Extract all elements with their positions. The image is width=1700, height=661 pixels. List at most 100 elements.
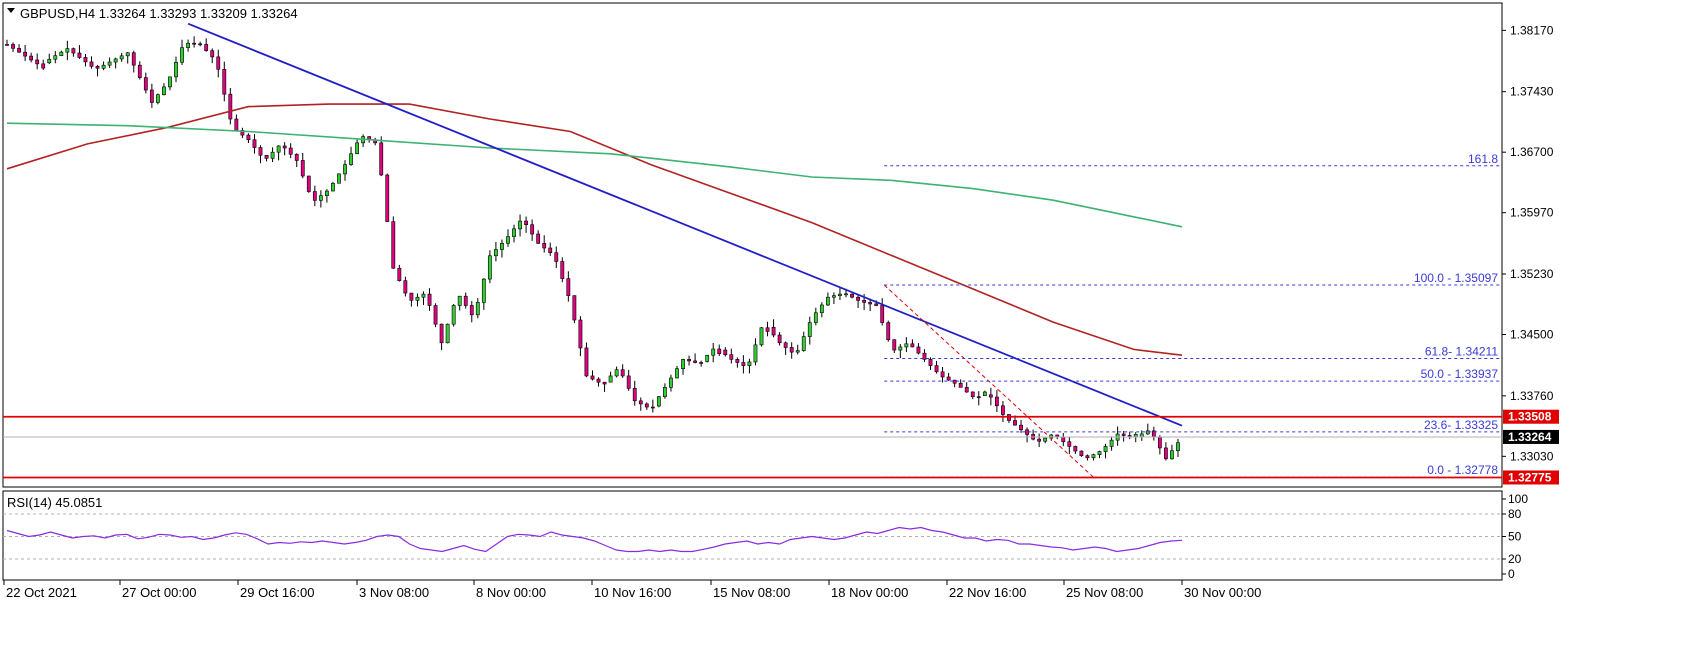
fib-level-label: 100.0 - 1.35097: [1414, 271, 1498, 285]
candle-body: [964, 387, 969, 393]
candle-body: [210, 50, 215, 58]
candle-body: [494, 249, 498, 257]
candle-body: [880, 305, 885, 323]
candle-body: [729, 354, 734, 360]
candle-body: [264, 154, 269, 159]
candle-body: [765, 327, 770, 332]
x-axis-tick-label: 15 Nov 08:00: [713, 585, 790, 600]
candle-body: [952, 379, 957, 384]
candle-body: [844, 293, 848, 296]
x-axis-tick-label: 10 Nov 16:00: [594, 585, 671, 600]
price-tag-label: 1.32775: [1508, 470, 1552, 484]
candle-body: [874, 303, 879, 306]
candle-body: [59, 51, 64, 56]
rsi-line: [6, 526, 1183, 553]
candle-body: [626, 375, 631, 389]
main-pane: 161.8 100.0 - 1.35097 61.8- 1.34211 50.0 - …: [3, 22, 1502, 479]
candle-body: [1157, 436, 1162, 449]
candle-body: [481, 278, 486, 303]
candle-body: [325, 190, 329, 196]
candle-body: [699, 362, 704, 364]
candle-body: [1019, 424, 1023, 431]
candle-body: [693, 360, 697, 363]
symbol-header: GBPUSD,H4 1.33264 1.33293 1.33209 1.3326…: [20, 6, 298, 21]
candle-body: [409, 292, 414, 301]
candle-body: [65, 48, 70, 53]
candle-body: [548, 247, 553, 253]
candle-body: [1067, 441, 1072, 447]
price-tag-label: 1.33508: [1508, 410, 1552, 424]
candle-body: [439, 323, 444, 344]
candle-body: [572, 295, 577, 321]
candle-body: [638, 400, 643, 405]
candle-body: [1103, 446, 1108, 452]
fib-level-label: 50.0 - 1.33937: [1421, 367, 1499, 381]
price-tag: [1503, 409, 1559, 424]
rsi-pane: [3, 513, 1502, 560]
candle-body: [970, 391, 975, 397]
candle-body: [536, 233, 541, 244]
candle-body: [687, 359, 691, 362]
rsi-header: RSI(14) 45.0851: [7, 495, 102, 510]
candle-body: [656, 396, 661, 407]
candle-body: [288, 147, 293, 155]
candle-body: [331, 182, 335, 192]
candle-body: [391, 221, 396, 269]
candle-body: [838, 293, 842, 296]
candle-body: [500, 243, 504, 250]
candle-body: [131, 52, 136, 66]
candle-body: [216, 56, 221, 70]
y-axis-tick-label: 1.35970: [1510, 206, 1554, 220]
candle-body: [1043, 437, 1048, 442]
fib-level-label: 0.0 - 1.32778: [1427, 463, 1498, 477]
candle-body: [282, 145, 287, 149]
candle-body: [578, 319, 583, 349]
candle-body: [614, 369, 619, 377]
candle-body: [1073, 446, 1078, 452]
rsi-axis-tick-label: 0: [1508, 567, 1515, 581]
candle-body: [705, 354, 710, 362]
candle-body: [89, 61, 94, 67]
candle-body: [318, 195, 323, 201]
candle-body: [832, 295, 836, 298]
candle-body: [41, 63, 46, 69]
candle-body: [379, 142, 384, 176]
x-axis-tick-label: 22 Oct 2021: [6, 585, 77, 600]
collapse-triangle-icon[interactable]: [7, 8, 15, 13]
candle-body: [469, 305, 474, 316]
candle-body: [934, 365, 939, 373]
rsi-axis-tick-label: 80: [1508, 507, 1522, 521]
candle-body: [807, 322, 812, 337]
candle-body: [892, 339, 897, 351]
x-axis-tick-label: 3 Nov 08:00: [359, 585, 429, 600]
candle-body: [137, 64, 142, 78]
candle-body: [312, 191, 317, 201]
candle-body: [904, 343, 909, 348]
candle-body: [723, 349, 728, 356]
fib-level-label: 23.6- 1.33325: [1424, 418, 1498, 432]
candle-body: [11, 44, 15, 49]
candle-body: [306, 175, 311, 192]
candle-body: [192, 42, 197, 45]
candle-body: [1061, 436, 1066, 443]
candle-body: [427, 293, 432, 306]
candle-body: [23, 51, 28, 57]
candle-body: [1170, 450, 1174, 460]
candle-body: [898, 346, 903, 351]
candle-body: [180, 47, 184, 63]
candle-body: [868, 302, 873, 305]
candle-body: [1037, 438, 1042, 442]
candle-body: [650, 406, 655, 409]
candle-body: [632, 388, 637, 402]
axes: 1.38170 1.37430 1.36700 1.35970 1.35230 1.345…: [3, 23, 1559, 600]
candle-body: [234, 118, 239, 131]
x-axis-tick-label: 29 Oct 16:00: [240, 585, 314, 600]
fib-level-label: 61.8- 1.34211: [1425, 344, 1498, 358]
main-pane-frame: [2, 2, 1503, 488]
candle-body: [741, 362, 746, 366]
candle-body: [783, 342, 788, 348]
candle-body: [252, 139, 257, 148]
candle-body: [856, 296, 860, 301]
candle-body: [276, 145, 281, 153]
